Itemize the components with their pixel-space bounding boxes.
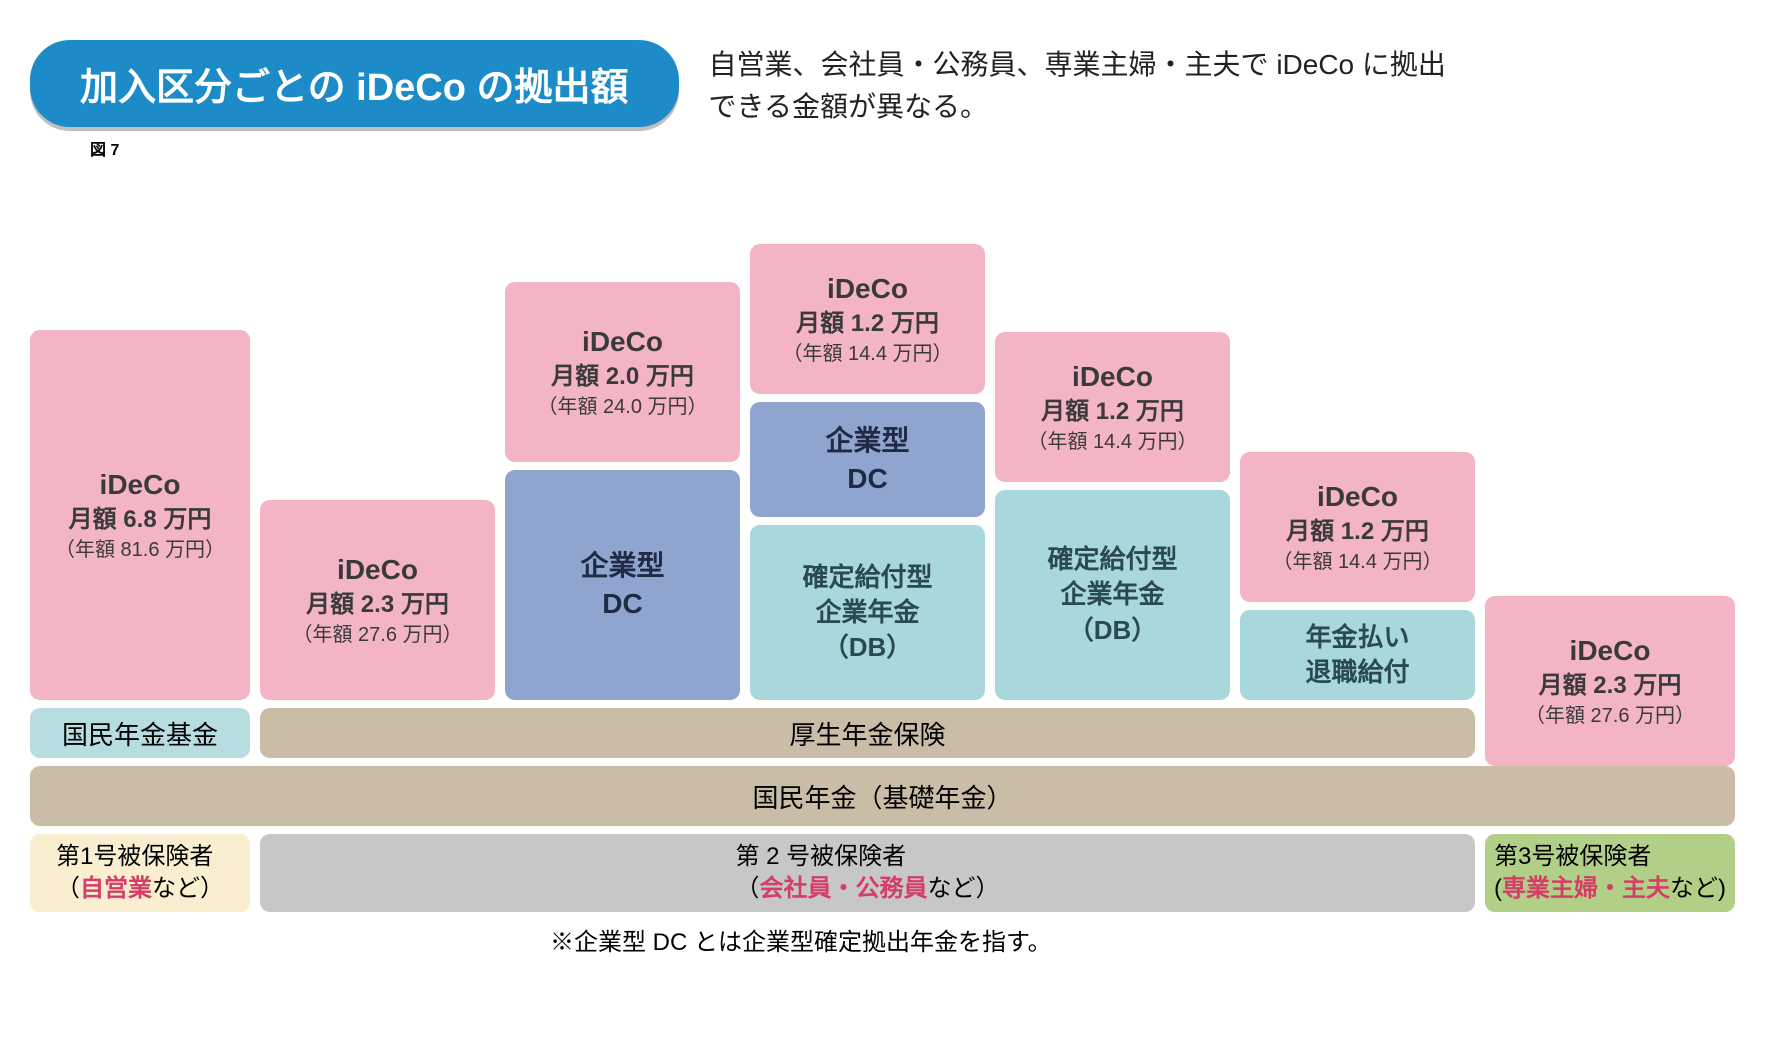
category-line2: （会社員・公務員など） xyxy=(736,873,1000,905)
subtitle-text: 自営業、会社員・公務員、専業主婦・主夫で iDeCo に拠出できる金額が異なる。 xyxy=(709,40,1469,128)
box-title: 確定給付型 xyxy=(802,560,932,595)
insured-category-2: 第 2 号被保険者（会社員・公務員など） xyxy=(260,834,1475,912)
box-line3: （年額 24.0 万円） xyxy=(537,394,707,421)
category-line1: 第3号被保険者 xyxy=(1494,841,1726,873)
band-label: 厚生年金保険 xyxy=(789,715,945,752)
band-label: 国民年金基金 xyxy=(62,715,218,752)
box-title: iDeCo xyxy=(827,270,908,308)
box-title: iDeCo xyxy=(1072,358,1153,396)
national-pension-fund-band: 国民年金基金 xyxy=(30,708,250,758)
category-line1: 第 2 号被保険者 xyxy=(736,841,1000,873)
ideco-box-c3-1: iDeCo月額 2.0 万円（年額 24.0 万円） xyxy=(505,282,740,462)
category-line2: （自営業など） xyxy=(56,873,224,905)
box-line3: （年額 14.4 万円） xyxy=(782,341,952,368)
box-line2: 月額 2.3 万円 xyxy=(1539,670,1682,702)
box-line2: 企業年金 xyxy=(1060,577,1164,612)
ideco-box-c6-1: iDeCo月額 1.2 万円（年額 14.4 万円） xyxy=(1240,452,1475,602)
ideco-box-c5-1: iDeCo月額 1.2 万円（年額 14.4 万円） xyxy=(995,332,1230,482)
category-line1: 第1号被保険者 xyxy=(56,841,224,873)
box-line2: 月額 1.2 万円 xyxy=(796,308,939,340)
title-pill: 加入区分ごとの iDeCo の拠出額 xyxy=(30,40,679,127)
box-line2: 退職給付 xyxy=(1305,655,1409,690)
insured-category-1: 第1号被保険者（自営業など） xyxy=(30,834,250,912)
box-title: iDeCo xyxy=(1570,632,1651,670)
box-title: iDeCo xyxy=(100,466,181,504)
box-title: iDeCo xyxy=(582,323,663,361)
box-line2: 月額 1.2 万円 xyxy=(1041,396,1184,428)
band-label: 国民年金（基礎年金） xyxy=(752,778,1012,815)
box-line3: （DB） xyxy=(1068,613,1158,648)
corp_dc-box-c3-0: 企業型DC xyxy=(505,470,740,700)
box-line2: DC xyxy=(847,460,887,498)
footnote: ※企業型 DC とは企業型確定拠出年金を指す。 xyxy=(550,922,1052,957)
box-line2: 月額 2.0 万円 xyxy=(551,361,694,393)
ideco-box-c1-0: iDeCo月額 6.8 万円（年額 81.6 万円） xyxy=(30,330,250,700)
box-line2: DC xyxy=(602,585,642,623)
box-title: iDeCo xyxy=(1317,478,1398,516)
category-line2: (専業主婦・主夫など) xyxy=(1494,873,1726,905)
box-line2: 企業年金 xyxy=(815,595,919,630)
db-box-c6-0: 年金払い退職給付 xyxy=(1240,610,1475,700)
box-line2: 月額 2.3 万円 xyxy=(306,589,449,621)
box-line3: （年額 81.6 万円） xyxy=(55,537,225,564)
box-title: 企業型 xyxy=(580,547,664,585)
box-line2: 月額 6.8 万円 xyxy=(69,504,212,536)
db-box-c4-0: 確定給付型企業年金（DB） xyxy=(750,525,985,700)
corp_dc-box-c4-1: 企業型DC xyxy=(750,402,985,517)
box-line3: （年額 14.4 万円） xyxy=(1272,549,1442,576)
box-title: iDeCo xyxy=(337,551,418,589)
box-line3: （年額 27.6 万円） xyxy=(292,622,462,649)
basic-pension-band: 国民年金（基礎年金） xyxy=(30,766,1735,826)
box-title: 確定給付型 xyxy=(1047,542,1177,577)
box-line2: 月額 1.2 万円 xyxy=(1286,516,1429,548)
ideco-box-c2-0: iDeCo月額 2.3 万円（年額 27.6 万円） xyxy=(260,500,495,700)
box-line3: （年額 27.6 万円） xyxy=(1525,703,1695,730)
ideco-box-c7-0: iDeCo月額 2.3 万円（年額 27.6 万円） xyxy=(1485,596,1735,766)
box-line3: （年額 14.4 万円） xyxy=(1027,429,1197,456)
figure-label: 図 7 xyxy=(90,136,1740,160)
ideco-box-c4-2: iDeCo月額 1.2 万円（年額 14.4 万円） xyxy=(750,244,985,394)
employees-pension-band: 厚生年金保険 xyxy=(260,708,1475,758)
box-line3: （DB） xyxy=(823,630,913,665)
box-title: 企業型 xyxy=(825,422,909,460)
box-title: 年金払い xyxy=(1305,620,1409,655)
pension-diagram: iDeCo月額 6.8 万円（年額 81.6 万円）iDeCo月額 2.3 万円… xyxy=(30,170,1740,950)
db-box-c5-0: 確定給付型企業年金（DB） xyxy=(995,490,1230,700)
insured-category-3: 第3号被保険者(専業主婦・主夫など) xyxy=(1485,834,1735,912)
